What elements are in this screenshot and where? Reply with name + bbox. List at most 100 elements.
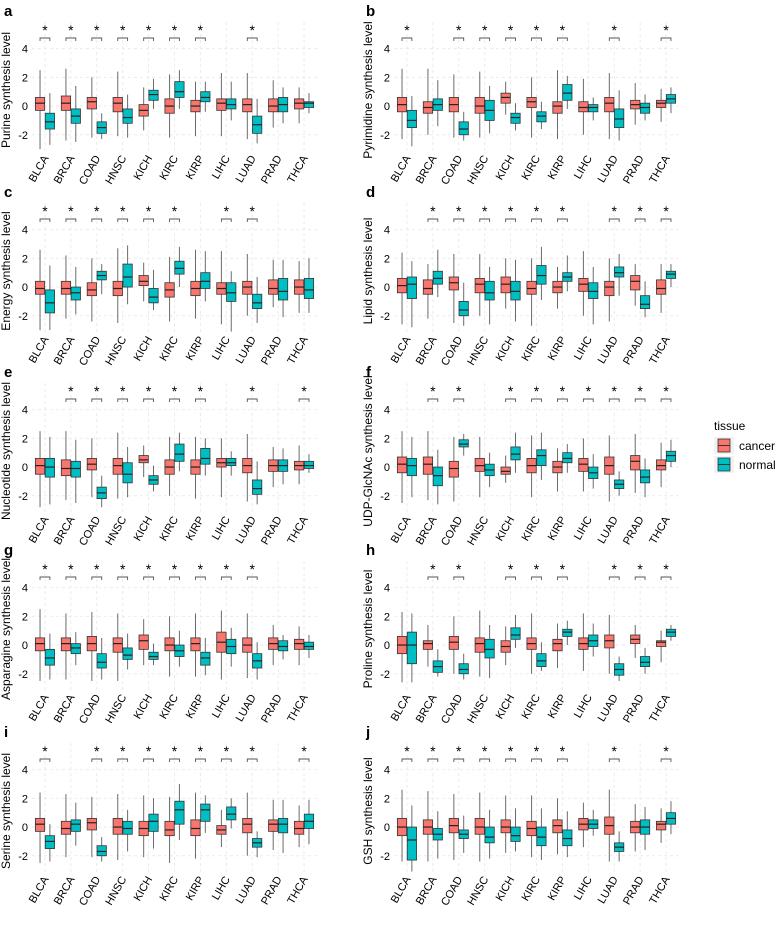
significance-star: * [663, 561, 669, 577]
significance-star: * [146, 383, 152, 399]
significance-bracket [660, 398, 672, 402]
box-cancer [630, 275, 641, 291]
box-normal [536, 265, 547, 285]
y-tick-label: 4 [22, 225, 28, 237]
box-cancer [500, 92, 511, 104]
box-normal [70, 286, 81, 301]
y-tick-label: 2 [384, 253, 390, 265]
significance-star: * [68, 561, 74, 577]
box-cancer [60, 820, 72, 835]
box-normal [562, 84, 573, 101]
box-normal [458, 663, 469, 675]
significance-star: * [560, 22, 566, 38]
box-cancer [112, 637, 123, 653]
box-normal [562, 829, 573, 847]
box-normal [277, 278, 289, 301]
box-normal [122, 263, 133, 288]
x-tick-label: BRCA [414, 514, 440, 547]
significance-bracket [531, 758, 542, 762]
significance-bracket [531, 576, 542, 580]
significance-star: * [430, 743, 436, 759]
significance-star: * [68, 383, 74, 399]
significance-star: * [456, 203, 462, 219]
significance-star: * [560, 383, 566, 399]
x-tick-label: LIHC [210, 692, 233, 720]
x-tick-label: PRAD [621, 153, 647, 186]
box-cancer [474, 458, 485, 472]
x-tick-label: COAD [77, 514, 103, 548]
box-normal [484, 638, 495, 659]
significance-bracket [195, 576, 206, 580]
y-tick-label: 0 [384, 101, 390, 113]
y-tick-label: 0 [22, 640, 28, 652]
box-normal [406, 631, 417, 665]
box-cancer [60, 280, 72, 295]
box-cancer [422, 279, 434, 295]
significance-star: * [482, 203, 488, 219]
x-tick-label: BRCA [52, 692, 78, 725]
panel-letter: c [4, 184, 12, 201]
significance-bracket [117, 37, 129, 41]
x-tick-label: COAD [439, 692, 465, 726]
significance-star: * [146, 203, 152, 219]
y-tick-label: 0 [22, 822, 28, 834]
box-normal [148, 89, 159, 101]
significance-star: * [508, 743, 514, 759]
significance-bracket [401, 758, 413, 762]
significance-bracket [608, 218, 620, 222]
x-tick-label: COAD [77, 692, 103, 726]
y-tick-label: 2 [22, 611, 28, 623]
box-cancer [138, 634, 149, 650]
y-tick-label: 2 [22, 253, 28, 265]
significance-star: * [430, 383, 436, 399]
significance-bracket [246, 398, 258, 402]
x-tick-label: LUAD [596, 334, 621, 365]
box-normal [510, 446, 521, 461]
legend: tissue cancer normal [714, 419, 776, 473]
significance-bracket [143, 218, 154, 222]
significance-bracket [39, 37, 51, 41]
box-cancer [268, 98, 279, 113]
box-cancer [656, 820, 667, 831]
significance-bracket [660, 37, 672, 41]
x-tick-label: HNSC [465, 874, 491, 907]
x-tick-label: LIHC [572, 153, 595, 181]
x-tick-label: KIRP [184, 335, 207, 363]
significance-bracket [246, 758, 258, 762]
significance-bracket [427, 576, 439, 580]
x-tick-label: HNSC [465, 514, 491, 547]
significance-bracket [401, 37, 413, 41]
significance-bracket [195, 398, 206, 402]
box-normal [665, 270, 677, 279]
x-tick-label: LUAD [596, 874, 621, 905]
significance-star: * [663, 743, 669, 759]
y-tick-label: 4 [22, 765, 28, 777]
panels: a Purine synthesis level -2 0 2 4 * * * * * * * * BLCA… [0, 3, 679, 908]
x-tick-label: PRAD [621, 692, 647, 725]
significance-star: * [430, 203, 436, 219]
significance-star: * [663, 203, 669, 219]
y-axis-title: UDP-GlcNAc synthesis level [361, 375, 375, 526]
x-tick-label: LUAD [234, 874, 259, 905]
box-normal [406, 826, 417, 861]
significance-star: * [120, 743, 126, 759]
significance-bracket [39, 576, 51, 580]
box-cancer [396, 456, 408, 474]
significance-star: * [250, 203, 256, 219]
x-tick-label: LIHC [210, 153, 233, 181]
significance-star: * [94, 383, 100, 399]
box-cancer [242, 98, 253, 113]
significance-star: * [534, 22, 540, 38]
significance-bracket [557, 398, 568, 402]
x-tick-label: BLCA [27, 153, 52, 184]
x-tick-label: BLCA [389, 334, 414, 365]
x-tick-label: LUAD [234, 334, 259, 365]
significance-star: * [172, 383, 178, 399]
box-normal [484, 280, 495, 301]
y-tick-label: 2 [22, 72, 28, 84]
x-tick-label: BRCA [52, 514, 78, 547]
x-tick-label: BRCA [414, 334, 440, 367]
box-cancer [656, 99, 667, 108]
